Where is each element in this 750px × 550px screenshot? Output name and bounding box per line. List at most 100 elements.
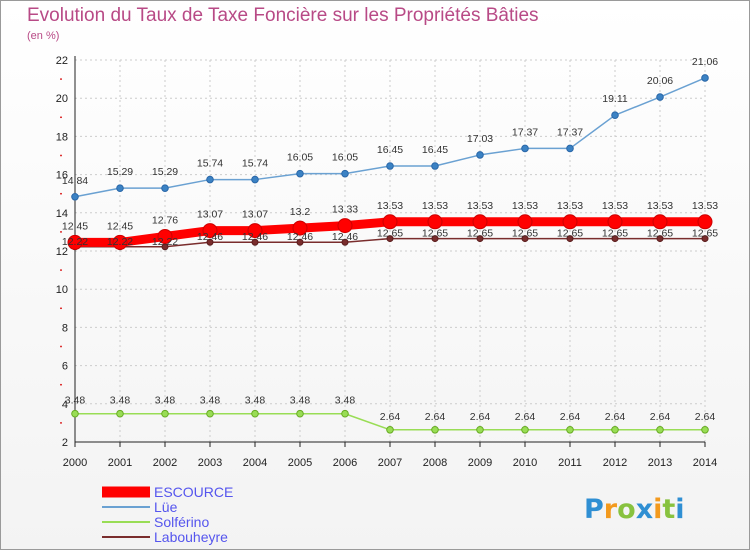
data-point-lue — [521, 144, 529, 153]
data-point-solferino — [386, 425, 394, 434]
y-tick-label: 10 — [56, 284, 68, 296]
legend-label-lue: Lüe — [154, 499, 178, 515]
data-point-lue — [341, 169, 349, 178]
x-tick-label: 2004 — [243, 457, 267, 469]
data-point-lue — [161, 184, 169, 192]
data-label-labouheyre: 12.46 — [332, 231, 358, 243]
data-label-solferino: 2.64 — [605, 411, 626, 423]
data-label-solferino: 2.64 — [560, 411, 581, 423]
data-point-solferino — [251, 409, 259, 418]
data-label-labouheyre: 12.22 — [107, 236, 133, 248]
data-point-labouheyre — [701, 235, 709, 243]
data-label-solferino: 2.64 — [380, 411, 401, 423]
data-label-lue: 15.74 — [242, 158, 268, 170]
grid-layer — [74, 59, 706, 443]
data-label-solferino: 2.64 — [425, 411, 446, 423]
data-point-labouheyre — [431, 235, 439, 243]
x-tick-label: 2003 — [198, 457, 222, 469]
data-label-lue: 15.29 — [152, 166, 178, 178]
data-label-lue: 15.74 — [197, 158, 223, 170]
x-tick-label: 2011 — [558, 457, 582, 469]
data-label-escource: 13.53 — [557, 200, 583, 212]
x-tick-label: 2012 — [603, 457, 627, 469]
data-label-lue: 16.45 — [422, 144, 448, 156]
data-label-escource: 13.2 — [290, 206, 311, 218]
data-point-labouheyre — [251, 238, 259, 246]
data-point-labouheyre — [206, 238, 214, 246]
data-label-lue: 16.05 — [287, 152, 313, 164]
data-label-solferino: 3.48 — [110, 395, 131, 407]
y-tick-label: 14 — [56, 208, 68, 220]
data-label-labouheyre: 12.65 — [602, 228, 628, 240]
data-label-solferino: 3.48 — [335, 395, 356, 407]
data-label-labouheyre: 12.65 — [557, 228, 583, 240]
data-label-solferino: 2.64 — [470, 411, 491, 423]
data-point-solferino — [521, 425, 529, 434]
data-point-solferino — [611, 425, 619, 434]
axis-layer: 2 4 6 8 10 12 14 16 18 20 22 2000 2001 2002 2003 2004 20… — [56, 55, 717, 469]
chart-title: Evolution du Taux de Taxe Foncière sur l… — [27, 5, 539, 26]
x-tick-label: 2000 — [63, 457, 87, 469]
data-point-solferino — [206, 409, 214, 418]
data-point-escource — [67, 234, 83, 250]
data-label-solferino: 3.48 — [155, 395, 176, 407]
y-axis-unit: (en %) — [27, 30, 60, 42]
data-label-lue: 16.45 — [377, 144, 403, 156]
data-label-labouheyre: 12.65 — [512, 228, 538, 240]
y-tick-label: 18 — [56, 131, 68, 143]
y-tick-label: 8 — [62, 322, 68, 334]
data-label-lue: 21.06 — [692, 56, 718, 68]
legend-label-solferino: Solférino — [154, 514, 209, 530]
data-label-lue: 17.03 — [467, 133, 493, 145]
data-point-lue — [296, 169, 304, 178]
data-label-solferino: 3.48 — [290, 395, 311, 407]
data-label-solferino: 2.64 — [515, 411, 536, 423]
data-point-labouheyre — [656, 235, 664, 243]
data-point-labouheyre — [341, 238, 349, 246]
x-tick-label: 2007 — [378, 457, 402, 469]
data-label-solferino: 2.64 — [695, 411, 716, 423]
data-point-escource — [607, 214, 623, 230]
x-tick-label: 2002 — [153, 457, 177, 469]
data-label-labouheyre: 12.65 — [692, 228, 718, 240]
x-tick-label: 2010 — [513, 457, 537, 469]
data-label-lue: 15.29 — [107, 166, 133, 178]
data-point-escource — [517, 214, 533, 230]
data-label-solferino: 2.64 — [650, 411, 671, 423]
data-label-escource: 13.07 — [197, 209, 223, 221]
data-point-labouheyre — [611, 235, 619, 243]
data-point-lue — [701, 74, 709, 82]
data-label-escource: 13.53 — [602, 200, 628, 212]
data-point-escource — [382, 214, 398, 230]
data-point-labouheyre — [566, 235, 574, 243]
x-tick-label: 2008 — [423, 457, 447, 469]
data-point-escource — [247, 223, 263, 239]
data-label-solferino: 3.48 — [65, 395, 86, 407]
legend-label-labouheyre: Labouheyre — [154, 529, 228, 545]
x-tick-label: 2005 — [288, 457, 312, 469]
x-tick-label: 2009 — [468, 457, 492, 469]
data-label-lue: 20.06 — [647, 75, 673, 87]
data-point-lue — [251, 175, 259, 184]
data-point-solferino — [161, 409, 169, 418]
data-point-lue — [116, 184, 124, 192]
data-label-escource: 13.53 — [692, 200, 718, 212]
data-label-escource: 13.07 — [242, 209, 268, 221]
data-point-lue — [206, 175, 214, 184]
data-label-escource: 13.33 — [332, 204, 358, 216]
data-label-lue: 19.11 — [602, 93, 628, 105]
legend-label-escource: ESCOURCE — [154, 484, 233, 500]
data-point-lue — [476, 151, 484, 159]
data-point-solferino — [71, 409, 79, 418]
series-layer — [67, 74, 713, 434]
data-point-escource — [157, 228, 173, 244]
data-point-solferino — [116, 409, 124, 418]
data-point-lue — [566, 144, 574, 153]
data-label-labouheyre: 12.65 — [422, 228, 448, 240]
y-tick-label: 4 — [62, 399, 68, 411]
data-point-solferino — [566, 425, 574, 434]
data-point-escource — [697, 214, 713, 230]
